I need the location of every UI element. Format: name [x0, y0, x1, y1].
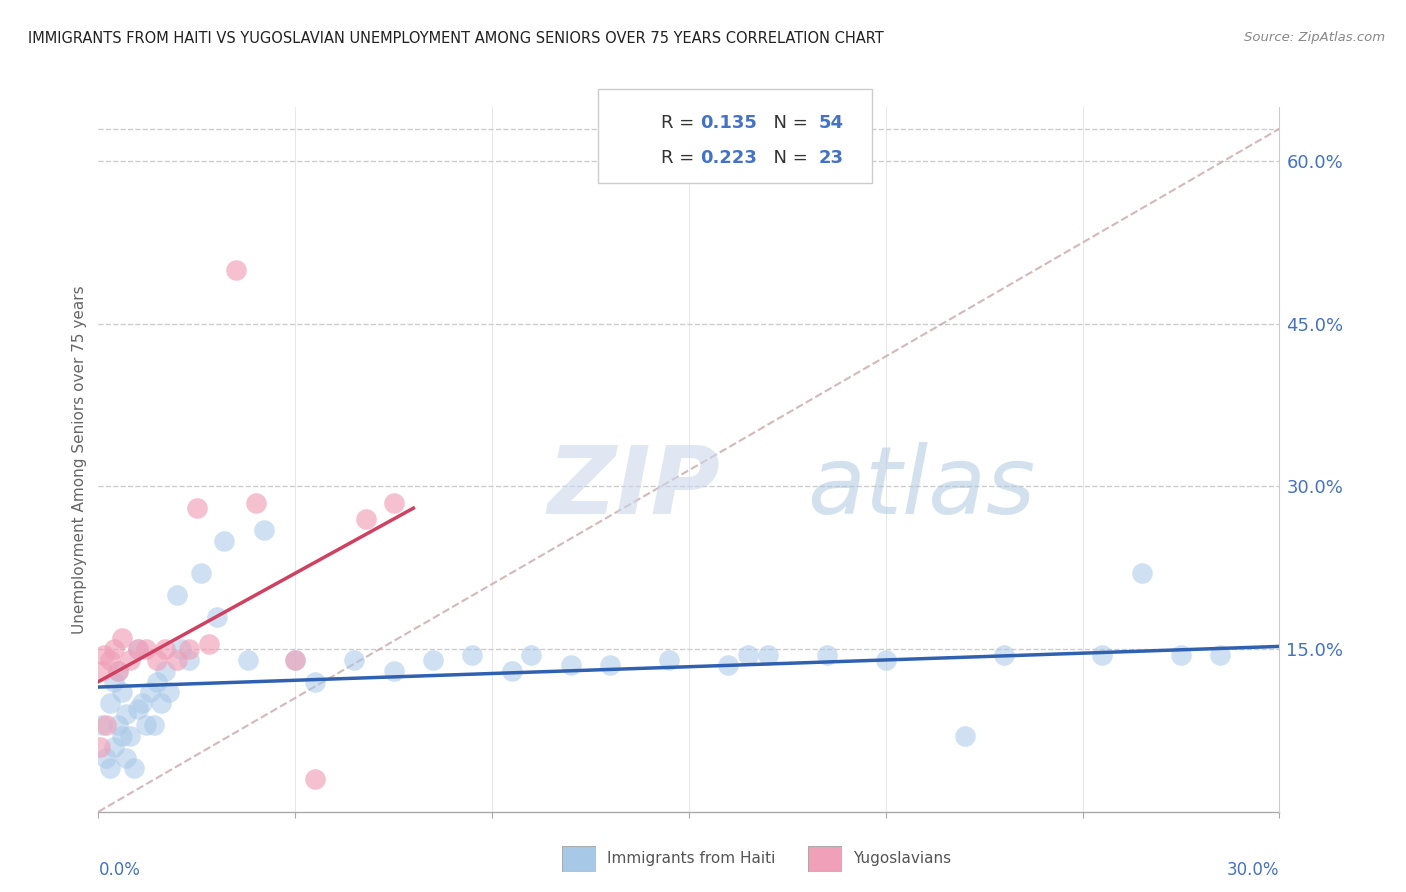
- Point: [197, 637, 219, 651]
- Point: [245, 496, 267, 510]
- Point: [135, 718, 157, 732]
- Point: [142, 718, 165, 732]
- Point: [560, 658, 582, 673]
- Text: Yugoslavians: Yugoslavians: [853, 852, 952, 866]
- Text: Source: ZipAtlas.com: Source: ZipAtlas.com: [1244, 31, 1385, 45]
- Point: [115, 750, 138, 764]
- Text: ZIP: ZIP: [547, 442, 720, 533]
- Point: [157, 685, 180, 699]
- Point: [111, 729, 134, 743]
- Point: [98, 761, 121, 775]
- Point: [225, 262, 247, 277]
- Text: IMMIGRANTS FROM HAITI VS YUGOSLAVIAN UNEMPLOYMENT AMONG SENIORS OVER 75 YEARS CO: IMMIGRANTS FROM HAITI VS YUGOSLAVIAN UNE…: [28, 31, 884, 46]
- Text: N =: N =: [762, 149, 814, 167]
- Text: 23: 23: [818, 149, 844, 167]
- Point: [111, 685, 134, 699]
- Point: [150, 696, 173, 710]
- Point: [205, 609, 228, 624]
- Point: [717, 658, 740, 673]
- Point: [115, 707, 138, 722]
- Point: [658, 653, 681, 667]
- Point: [111, 632, 134, 646]
- Point: [146, 653, 169, 667]
- Point: [138, 685, 160, 699]
- Point: [96, 750, 118, 764]
- Point: [127, 702, 149, 716]
- Point: [166, 653, 188, 667]
- Point: [127, 642, 149, 657]
- Point: [599, 658, 621, 673]
- Point: [107, 718, 129, 732]
- Point: [520, 648, 543, 662]
- Point: [127, 642, 149, 657]
- Point: [186, 501, 208, 516]
- Text: 0.135: 0.135: [700, 114, 756, 132]
- Point: [146, 674, 169, 689]
- Point: [461, 648, 484, 662]
- Text: 54: 54: [818, 114, 844, 132]
- Point: [96, 718, 118, 732]
- Point: [155, 664, 177, 678]
- Point: [253, 523, 276, 537]
- Point: [284, 653, 307, 667]
- Point: [422, 653, 444, 667]
- Point: [91, 664, 114, 678]
- Point: [93, 648, 115, 662]
- Text: N =: N =: [762, 114, 814, 132]
- Point: [103, 642, 125, 657]
- Point: [304, 674, 326, 689]
- Point: [1130, 566, 1153, 581]
- Point: [89, 739, 111, 754]
- Point: [304, 772, 326, 787]
- Point: [135, 642, 157, 657]
- Point: [382, 664, 405, 678]
- Point: [953, 729, 976, 743]
- Point: [103, 739, 125, 754]
- Point: [875, 653, 897, 667]
- Point: [737, 648, 759, 662]
- Point: [91, 718, 114, 732]
- Point: [170, 642, 193, 657]
- Point: [122, 761, 145, 775]
- Point: [131, 696, 153, 710]
- Text: 0.223: 0.223: [700, 149, 756, 167]
- Text: atlas: atlas: [807, 442, 1035, 533]
- Point: [118, 653, 141, 667]
- Text: Immigrants from Haiti: Immigrants from Haiti: [607, 852, 776, 866]
- Point: [214, 533, 236, 548]
- Point: [166, 588, 188, 602]
- Point: [98, 696, 121, 710]
- Point: [1209, 648, 1232, 662]
- Text: R =: R =: [661, 114, 700, 132]
- Point: [1170, 648, 1192, 662]
- Point: [98, 653, 121, 667]
- Point: [284, 653, 307, 667]
- Point: [354, 512, 377, 526]
- Point: [177, 642, 200, 657]
- Point: [118, 729, 141, 743]
- Point: [190, 566, 212, 581]
- Point: [993, 648, 1015, 662]
- Point: [107, 664, 129, 678]
- Point: [382, 496, 405, 510]
- Text: 30.0%: 30.0%: [1227, 861, 1279, 879]
- Point: [815, 648, 838, 662]
- Text: R =: R =: [661, 149, 700, 167]
- Y-axis label: Unemployment Among Seniors over 75 years: Unemployment Among Seniors over 75 years: [72, 285, 87, 633]
- Point: [155, 642, 177, 657]
- Point: [236, 653, 259, 667]
- Point: [103, 674, 125, 689]
- Point: [756, 648, 779, 662]
- Point: [343, 653, 366, 667]
- Point: [107, 664, 129, 678]
- Point: [1091, 648, 1114, 662]
- Point: [501, 664, 523, 678]
- Text: 0.0%: 0.0%: [98, 861, 141, 879]
- Point: [177, 653, 200, 667]
